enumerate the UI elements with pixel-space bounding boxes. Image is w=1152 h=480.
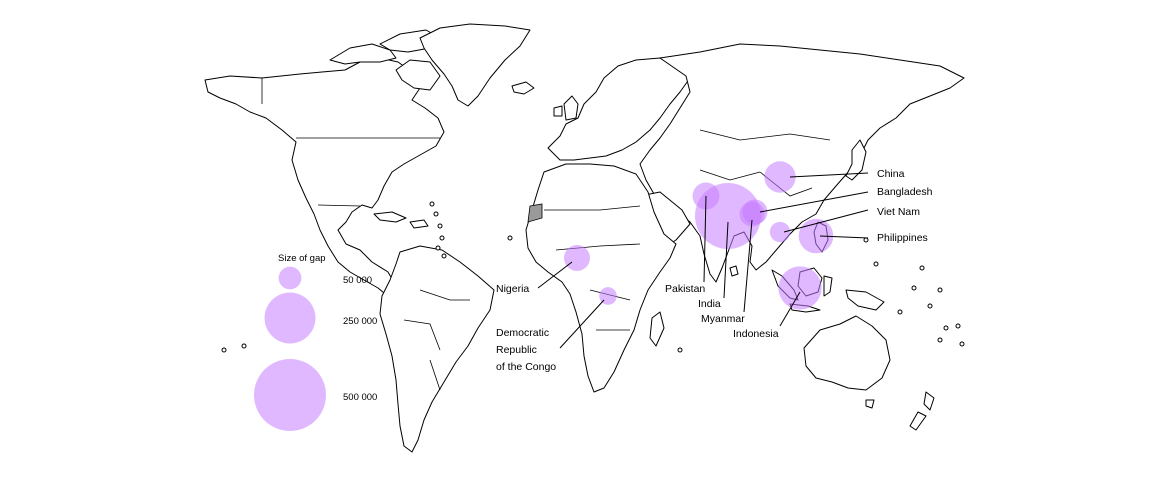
- south-asia-border: [699, 169, 761, 181]
- island-dot: [439, 235, 445, 241]
- africa-landmass: [525, 163, 677, 393]
- ireland: [553, 105, 563, 117]
- sulawesi: [823, 275, 833, 297]
- island-dot: [897, 309, 903, 315]
- sa-border-2: [403, 319, 441, 351]
- bubble-philippines: [798, 218, 834, 254]
- leader-pakistan: [703, 195, 707, 283]
- baffin-island: [395, 59, 441, 91]
- bubble-viet-nam: [769, 221, 791, 243]
- island-dot: [937, 287, 943, 293]
- label-line: Democratic: [496, 327, 549, 339]
- leader-viet-nam: [783, 209, 869, 233]
- legend-items: 50 000 250 000 500 000: [254, 266, 377, 431]
- leader-bangladesh: [759, 191, 869, 213]
- japan: [845, 139, 867, 181]
- island-dot: [911, 285, 917, 291]
- island-dot: [429, 201, 435, 207]
- country-labels: China Bangladesh Viet Nam Philippines Pakist…: [496, 168, 933, 373]
- bubble-india: [695, 183, 761, 249]
- island-dot: [919, 265, 925, 271]
- bubble-china: [764, 161, 796, 193]
- label-democratic-republic-of-the-congo: Democratic Republic of the Congo: [496, 327, 556, 373]
- leader-china: [789, 172, 869, 178]
- label-philippines: Philippines: [877, 232, 928, 244]
- label-line: of the Congo: [496, 361, 556, 373]
- label-india: India: [698, 298, 721, 310]
- island-dot: [943, 325, 949, 331]
- island-dot: [863, 237, 869, 243]
- island-dot: [959, 341, 965, 347]
- island-dot: [433, 211, 439, 217]
- legend-bubble: [278, 266, 302, 290]
- label-indonesia: Indonesia: [733, 328, 779, 340]
- legend: Size of gap 50 000 250 000 500 000: [254, 253, 377, 431]
- island-dot: [435, 245, 441, 251]
- africa-border-north: [544, 205, 641, 211]
- legend-bubble: [264, 292, 316, 344]
- new-guinea: [845, 289, 885, 311]
- new-zealand-south: [909, 411, 927, 431]
- south-america-landmass: [379, 245, 495, 453]
- label-myanmar: Myanmar: [701, 313, 745, 325]
- leader-lines: [537, 172, 869, 349]
- central-asia-border: [699, 129, 831, 141]
- legend-title: Size of gap: [278, 253, 326, 264]
- iceland: [511, 81, 535, 95]
- label-china: China: [877, 168, 905, 180]
- tasmania: [865, 399, 875, 409]
- greenland: [419, 23, 531, 107]
- hispaniola: [409, 219, 429, 229]
- leader-nigeria: [537, 261, 573, 289]
- legend-label: 500 000: [343, 392, 377, 403]
- new-zealand-north: [923, 391, 935, 411]
- cuba: [373, 211, 407, 223]
- label-nigeria: Nigeria: [496, 283, 529, 295]
- leader-indonesia: [779, 291, 801, 327]
- leader-democratic-republic-of-the-congo: [559, 299, 605, 349]
- us-mexico-border: [317, 204, 361, 207]
- asia-landmass: [639, 43, 965, 283]
- legend-label: 50 000: [343, 275, 372, 286]
- legend-label: 250 000: [343, 316, 377, 327]
- great-britain: [563, 95, 579, 121]
- madagascar: [649, 311, 665, 347]
- island-dot: [221, 347, 227, 353]
- island-dot: [927, 303, 933, 309]
- island-dot: [241, 343, 247, 349]
- bubble-indonesia: [778, 266, 822, 310]
- island-dot: [437, 223, 443, 229]
- label-pakistan: Pakistan: [665, 283, 705, 295]
- label-viet-nam: Viet Nam: [877, 206, 920, 218]
- island-dot: [937, 337, 943, 343]
- island-dot: [677, 347, 683, 353]
- island-dot: [507, 235, 513, 241]
- bubble-myanmar: [739, 201, 765, 227]
- bubble-nigeria: [564, 245, 590, 271]
- leader-philippines: [819, 235, 869, 239]
- island-dot: [873, 261, 879, 267]
- arctic-islands: [329, 43, 397, 65]
- western-sahara: [527, 203, 543, 223]
- leader-india: [723, 221, 729, 299]
- leader-myanmar: [743, 219, 753, 313]
- sa-border-1: [419, 289, 470, 301]
- legend-bubble: [254, 359, 326, 431]
- label-bangladesh: Bangladesh: [877, 186, 933, 198]
- sri-lanka: [729, 265, 739, 277]
- island-dot: [955, 323, 961, 329]
- island-dot: [441, 253, 447, 259]
- australia: [803, 315, 891, 391]
- sa-border-3: [429, 359, 441, 391]
- label-line: Republic: [496, 344, 537, 356]
